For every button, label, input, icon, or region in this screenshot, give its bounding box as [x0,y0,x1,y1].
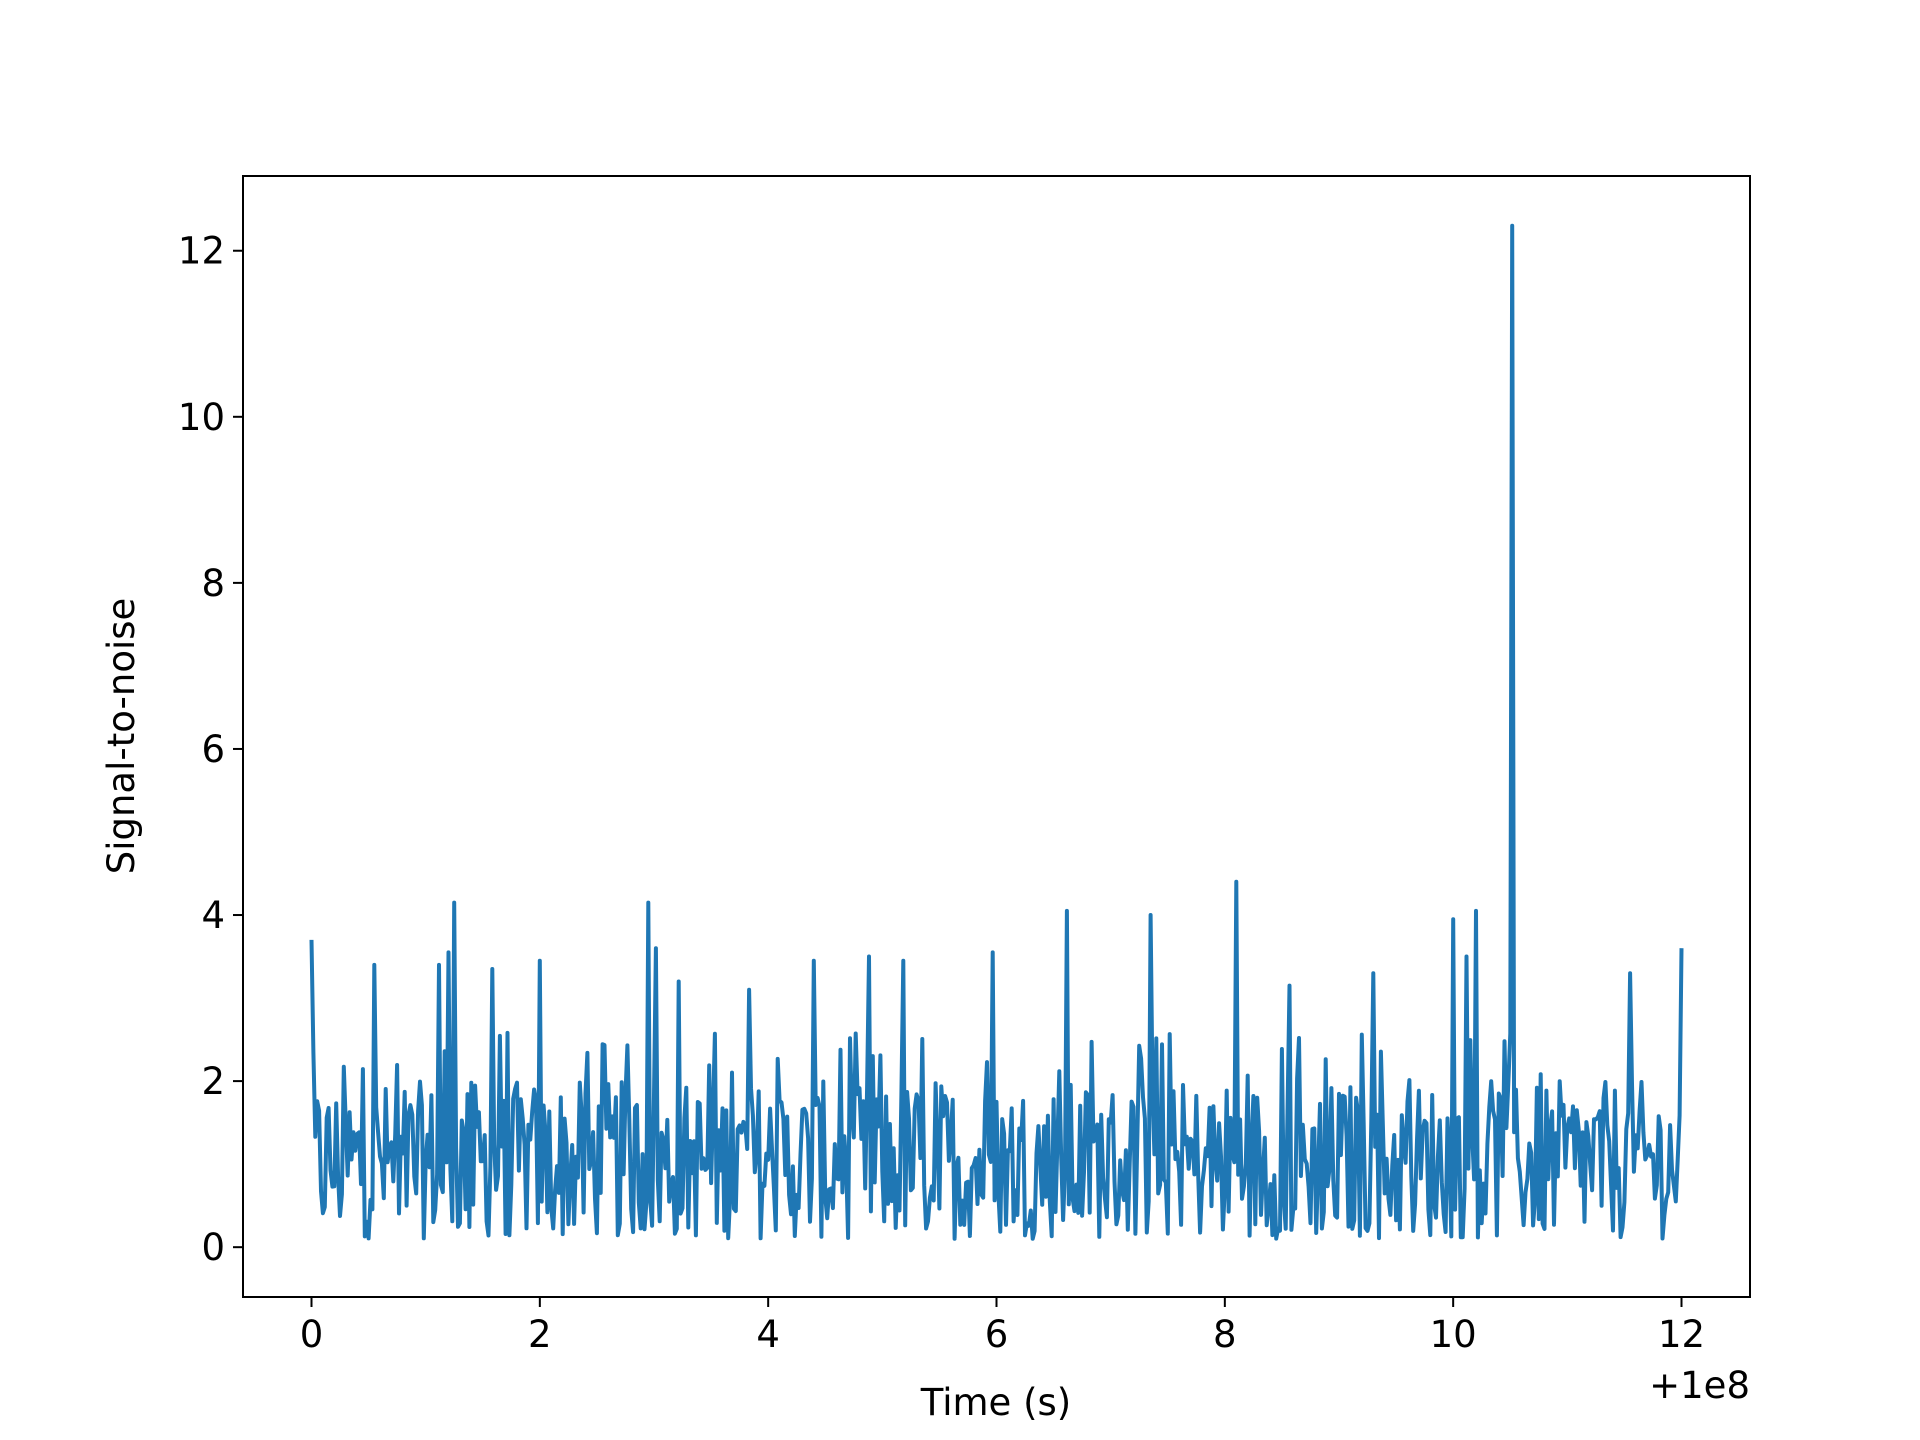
x-tick-label: 10 [1430,1313,1477,1356]
y-tick-label: 12 [178,230,225,273]
x-tick-label: 8 [1213,1313,1237,1356]
y-tick-label: 8 [201,562,225,605]
x-axis: 0 2 4 6 8 10 12 [300,1297,1705,1356]
x-axis-offset-label: +1e8 [1649,1364,1750,1407]
x-tick-label: 6 [985,1313,1009,1356]
y-tick-label: 10 [178,396,225,439]
x-tick-label: 0 [300,1313,324,1356]
y-tick-label: 2 [201,1060,225,1103]
y-tick-label: 4 [201,894,225,937]
x-tick-label: 12 [1658,1313,1705,1356]
x-tick-label: 2 [528,1313,552,1356]
y-axis-label: Signal-to-noise [100,598,143,875]
y-axis: 0 2 4 6 8 10 12 [178,230,243,1269]
x-tick-label: 4 [756,1313,780,1356]
plot-layer [309,223,1684,1241]
x-axis-label: Time (s) [920,1381,1071,1424]
y-tick-label: 0 [201,1226,225,1269]
snr-series-line [309,223,1684,1241]
y-tick-label: 6 [201,728,225,771]
